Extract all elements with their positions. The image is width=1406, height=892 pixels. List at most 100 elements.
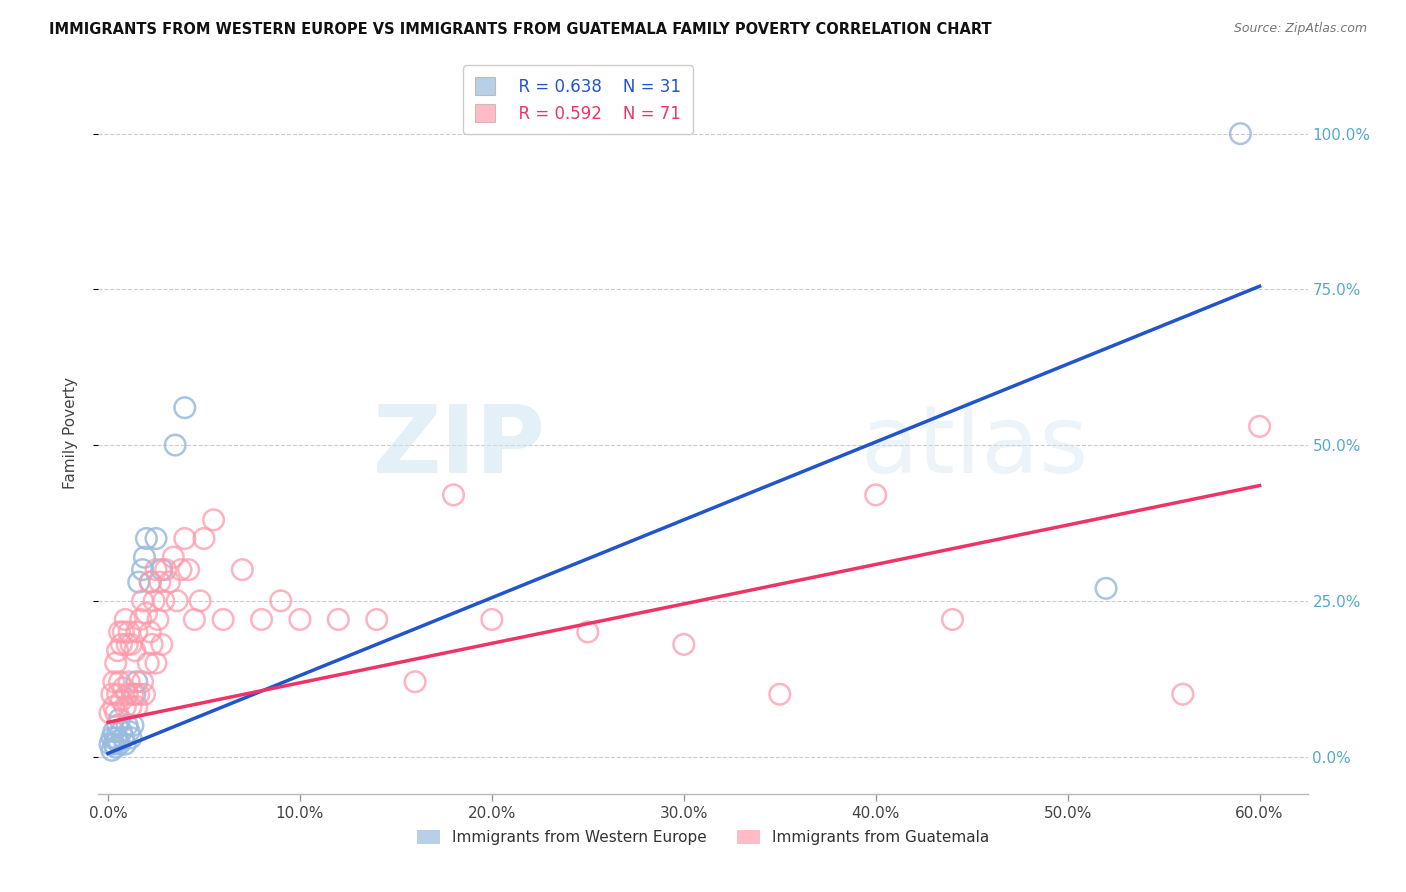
Point (404, 674, 426, 689)
Point (139, 575, 162, 590)
Point (122, 718, 145, 732)
Text: atlas: atlas (860, 401, 1088, 493)
Point (231, 563, 253, 577)
Point (124, 687, 146, 701)
Point (155, 563, 177, 577)
Point (145, 656, 167, 670)
Point (135, 607, 157, 621)
Point (108, 624, 131, 639)
Point (122, 687, 145, 701)
Point (288, 612, 311, 626)
Point (115, 637, 138, 651)
Point (101, 743, 124, 757)
Point (1171, 687, 1194, 701)
Point (183, 612, 205, 626)
Point (170, 563, 193, 577)
Point (108, 712, 131, 726)
Point (139, 624, 162, 639)
Point (107, 643, 129, 657)
Point (103, 674, 125, 689)
Point (328, 612, 350, 626)
Point (110, 724, 132, 739)
Point (110, 637, 132, 651)
Point (576, 624, 599, 639)
Point (1095, 582, 1118, 596)
Point (98, 706, 121, 720)
Point (104, 740, 127, 755)
Point (134, 687, 156, 701)
Text: IMMIGRANTS FROM WESTERN EUROPE VS IMMIGRANTS FROM GUATEMALA FAMILY POVERTY CORRE: IMMIGRANTS FROM WESTERN EUROPE VS IMMIGR… (49, 22, 991, 37)
Point (104, 656, 127, 670)
Point (672, 637, 695, 651)
Point (865, 488, 887, 502)
Text: Source: ZipAtlas.com: Source: ZipAtlas.com (1233, 22, 1367, 36)
Point (152, 594, 174, 608)
Point (118, 674, 141, 689)
Point (128, 575, 150, 590)
Point (212, 612, 235, 626)
Point (173, 401, 195, 415)
Point (103, 699, 125, 714)
Point (112, 624, 135, 639)
Point (366, 612, 388, 626)
Point (150, 637, 173, 651)
Point (114, 737, 136, 751)
Point (135, 532, 157, 546)
Point (162, 550, 184, 565)
Point (118, 724, 141, 739)
Point (188, 594, 211, 608)
Point (443, 488, 465, 502)
Point (941, 612, 963, 626)
Point (143, 594, 166, 608)
Point (134, 550, 156, 565)
Point (202, 513, 225, 527)
Point (104, 731, 127, 745)
Point (124, 643, 146, 657)
Point (193, 532, 215, 546)
Point (165, 438, 187, 452)
Point (125, 674, 148, 689)
Point (1229, 127, 1251, 141)
Point (114, 699, 136, 714)
Point (98, 737, 121, 751)
Point (128, 687, 150, 701)
Point (131, 594, 153, 608)
Y-axis label: Family Poverty: Family Poverty (63, 376, 77, 489)
Legend: Immigrants from Western Europe, Immigrants from Guatemala: Immigrants from Western Europe, Immigran… (411, 824, 995, 851)
Point (120, 637, 142, 651)
Point (131, 674, 153, 689)
Point (108, 674, 131, 689)
Point (115, 687, 138, 701)
Point (481, 612, 503, 626)
Point (115, 718, 138, 732)
Point (107, 718, 129, 732)
Point (107, 687, 129, 701)
Point (145, 563, 167, 577)
Point (166, 594, 188, 608)
Point (104, 706, 127, 720)
Point (108, 737, 131, 751)
Point (250, 612, 273, 626)
Point (125, 624, 148, 639)
Point (139, 575, 162, 590)
Point (103, 737, 125, 751)
Point (131, 563, 153, 577)
Point (177, 563, 200, 577)
Point (114, 612, 136, 626)
Point (769, 687, 792, 701)
Point (150, 563, 173, 577)
Point (129, 612, 152, 626)
Point (145, 532, 167, 546)
Point (107, 734, 129, 748)
Point (146, 612, 169, 626)
Point (1249, 419, 1271, 434)
Point (101, 687, 124, 701)
Point (136, 656, 159, 670)
Point (125, 699, 148, 714)
Point (270, 594, 292, 608)
Point (103, 724, 125, 739)
Point (149, 575, 172, 590)
Point (173, 532, 195, 546)
Point (141, 637, 163, 651)
Point (112, 681, 135, 695)
